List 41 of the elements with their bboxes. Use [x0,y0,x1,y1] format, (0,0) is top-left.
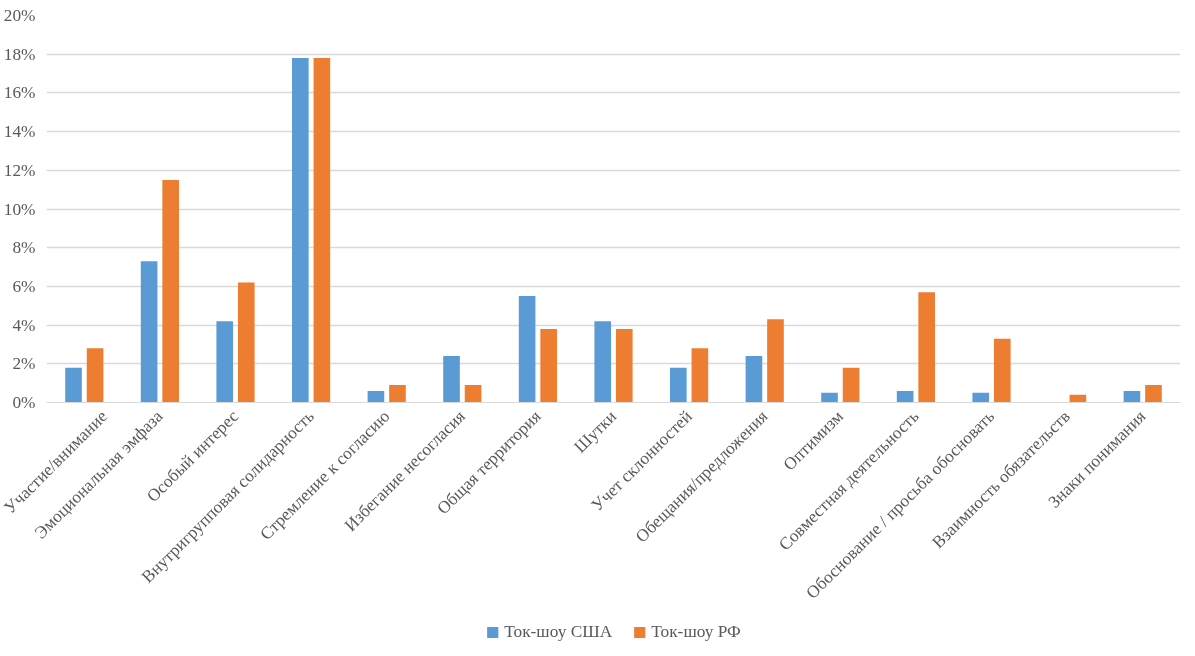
bar [540,328,557,403]
legend-label: Ток-шоу РФ [651,622,741,642]
y-tick-label: 4% [12,315,36,335]
bar [367,390,385,403]
y-tick-label: 8% [12,238,36,258]
bar [842,367,860,403]
bar [993,338,1011,403]
bar [918,292,935,403]
bar [389,385,406,403]
legend-label: Ток-шоу США [504,622,613,642]
y-tick-label: 0% [12,393,36,412]
y-tick-label: 6% [12,276,36,296]
bar [162,179,179,403]
bar [464,385,482,403]
bar [972,392,990,403]
bar [691,348,709,403]
bar [594,321,612,403]
bar [313,58,331,403]
bar [237,282,255,403]
bar [745,356,763,403]
bar [443,356,460,403]
bar [86,348,104,403]
y-tick-label: 12% [3,160,36,180]
bar [65,367,82,403]
y-tick-label: 14% [3,122,36,142]
y-tick-label: 20% [3,6,36,25]
bar [140,261,158,403]
bar [1123,390,1141,403]
y-tick-label: 18% [3,44,36,64]
bar [615,328,633,403]
bar [821,392,838,403]
bar [1145,385,1162,403]
y-tick-label: 16% [3,83,36,103]
y-tick-label: 10% [3,199,36,219]
bar [670,367,687,403]
bar [767,319,784,403]
bar [292,58,309,403]
bar [216,321,234,403]
y-tick-label: 2% [12,354,36,374]
bar [518,296,536,403]
bar [896,390,914,403]
